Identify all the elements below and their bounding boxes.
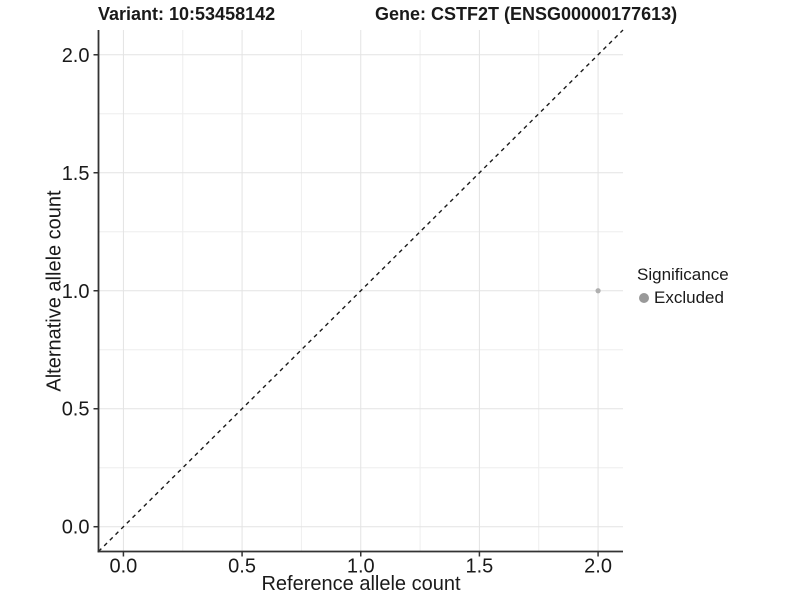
x-tick-label: 0.5 (228, 556, 256, 578)
identity-reference-line (98, 29, 624, 552)
y-tick-label: 2.0 (62, 45, 90, 67)
y-axis-title: Alternative allele count (43, 190, 66, 392)
x-tick-label: 0.0 (110, 556, 138, 578)
x-axis-title: Reference allele count (261, 573, 461, 595)
data-point (595, 288, 601, 294)
legend: Significance Excluded (637, 265, 729, 308)
legend-key-dot-icon (639, 293, 649, 304)
legend-title: Significance (637, 265, 729, 284)
gene-title: Gene: CSTF2T (ENSG00000177613) (375, 4, 678, 24)
x-tick-label: 2.0 (584, 556, 612, 578)
x-tick-label: 1.5 (466, 556, 494, 578)
x-tick-label: 1.0 (347, 556, 375, 578)
variant-title: Variant: 10:53458142 (98, 4, 276, 24)
legend-entry-label: Excluded (654, 288, 724, 308)
y-tick-label: 1.5 (62, 163, 90, 185)
legend-entry-excluded: Excluded (637, 288, 729, 308)
y-tick-label: 0.5 (62, 399, 90, 421)
y-tick-label: 0.0 (62, 517, 90, 539)
y-tick-label: 1.0 (62, 281, 90, 303)
